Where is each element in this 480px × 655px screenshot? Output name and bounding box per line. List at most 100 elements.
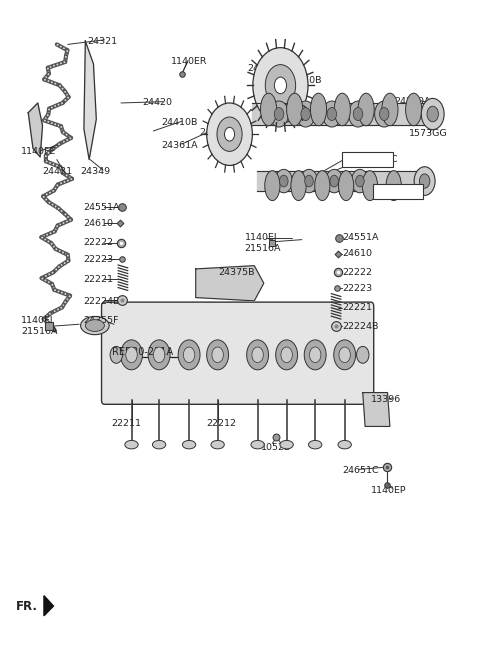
Polygon shape [84, 41, 96, 160]
Circle shape [279, 175, 288, 187]
Circle shape [322, 101, 341, 127]
Text: 13396: 13396 [371, 394, 401, 403]
Circle shape [225, 127, 235, 141]
Ellipse shape [265, 171, 280, 200]
Text: 1140ER: 1140ER [171, 58, 207, 66]
Text: 24431: 24431 [43, 167, 72, 176]
Circle shape [327, 107, 336, 121]
Circle shape [110, 346, 122, 364]
Text: 10522: 10522 [262, 443, 291, 453]
Ellipse shape [309, 440, 322, 449]
Circle shape [183, 347, 195, 363]
Circle shape [275, 170, 292, 193]
Text: 24355F: 24355F [83, 316, 119, 326]
Circle shape [375, 101, 394, 127]
Text: 24410B: 24410B [161, 118, 198, 127]
Circle shape [178, 340, 200, 370]
Circle shape [276, 340, 298, 370]
Circle shape [379, 107, 389, 121]
Circle shape [253, 48, 308, 123]
Ellipse shape [386, 171, 401, 200]
Circle shape [339, 347, 350, 363]
Text: 24350: 24350 [200, 128, 229, 137]
Text: 24610: 24610 [342, 250, 372, 259]
Circle shape [281, 347, 292, 363]
Circle shape [269, 101, 288, 127]
Text: 1573GG: 1573GG [390, 187, 429, 196]
Circle shape [247, 340, 268, 370]
Ellipse shape [338, 171, 354, 200]
Circle shape [252, 347, 264, 363]
Ellipse shape [153, 440, 166, 449]
Text: 21516A: 21516A [21, 327, 58, 336]
Ellipse shape [382, 93, 398, 126]
Text: 22211: 22211 [111, 419, 142, 428]
FancyBboxPatch shape [342, 152, 393, 168]
Ellipse shape [287, 93, 303, 126]
Text: 24610: 24610 [83, 219, 113, 228]
Text: 22222: 22222 [342, 268, 372, 276]
Text: 22212: 22212 [207, 419, 237, 428]
FancyBboxPatch shape [373, 183, 423, 199]
Text: 1140EJ: 1140EJ [245, 233, 277, 242]
Circle shape [357, 346, 369, 364]
FancyBboxPatch shape [102, 302, 374, 404]
Circle shape [414, 167, 435, 195]
Ellipse shape [182, 440, 196, 449]
Text: 1573GG: 1573GG [409, 129, 447, 138]
Circle shape [353, 107, 363, 121]
Circle shape [296, 101, 315, 127]
Text: 24321: 24321 [88, 37, 118, 46]
Text: REF.20-221A: REF.20-221A [111, 347, 173, 357]
Circle shape [154, 347, 165, 363]
Ellipse shape [85, 320, 104, 331]
Circle shape [305, 175, 313, 187]
Circle shape [126, 347, 137, 363]
Circle shape [356, 175, 364, 187]
Text: 24361A: 24361A [161, 141, 198, 150]
Circle shape [427, 106, 438, 122]
Text: 22221: 22221 [83, 275, 113, 284]
Circle shape [217, 117, 242, 151]
Circle shape [325, 170, 343, 193]
Text: 22224B: 22224B [342, 322, 379, 331]
Text: 24100C: 24100C [361, 155, 398, 164]
Ellipse shape [311, 93, 326, 126]
Ellipse shape [334, 93, 350, 126]
Polygon shape [28, 103, 43, 157]
Ellipse shape [81, 316, 109, 335]
Text: 24361A: 24361A [247, 64, 284, 73]
Ellipse shape [211, 440, 224, 449]
Ellipse shape [251, 440, 264, 449]
Circle shape [420, 174, 430, 188]
Circle shape [334, 340, 356, 370]
Ellipse shape [362, 171, 377, 200]
Ellipse shape [338, 440, 351, 449]
Circle shape [351, 170, 369, 193]
Polygon shape [196, 266, 264, 301]
Text: FR.: FR. [16, 599, 38, 612]
Ellipse shape [315, 171, 330, 200]
Circle shape [207, 103, 252, 166]
Text: 24375B: 24375B [218, 268, 255, 276]
Ellipse shape [358, 93, 374, 126]
Circle shape [304, 340, 326, 370]
Circle shape [275, 77, 287, 94]
Text: 22223: 22223 [83, 255, 113, 264]
Circle shape [300, 170, 318, 193]
Circle shape [421, 98, 444, 130]
Ellipse shape [280, 440, 293, 449]
Text: 1140FE: 1140FE [21, 147, 56, 157]
Ellipse shape [261, 93, 276, 126]
Text: 24551A: 24551A [83, 202, 120, 212]
Text: 1140EP: 1140EP [371, 486, 407, 495]
Text: 24420: 24420 [143, 98, 172, 107]
Circle shape [274, 107, 284, 121]
Text: 22222: 22222 [83, 238, 113, 248]
Circle shape [301, 107, 311, 121]
Circle shape [148, 340, 170, 370]
Ellipse shape [406, 93, 422, 126]
Text: 1140EJ: 1140EJ [21, 316, 54, 326]
Circle shape [265, 65, 296, 106]
Ellipse shape [125, 440, 138, 449]
